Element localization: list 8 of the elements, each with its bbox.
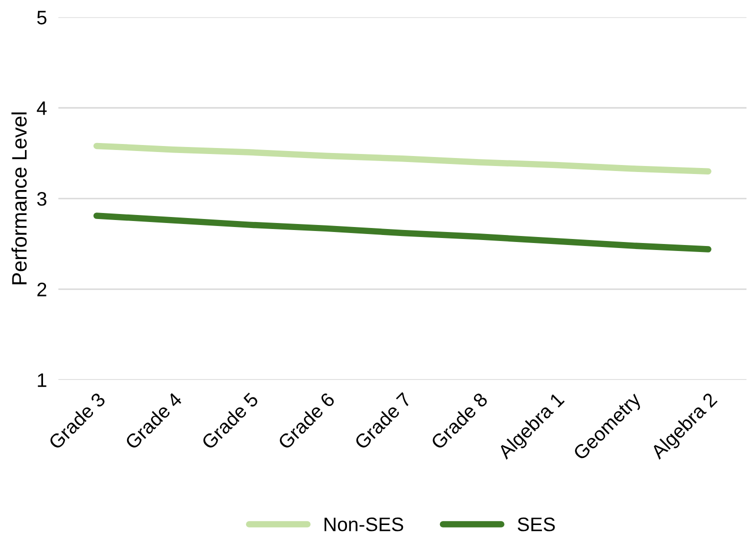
y-tick-label: 5 [37, 10, 46, 24]
y-tick-label: 1 [38, 373, 46, 387]
legend-label: Non-SES [324, 518, 404, 532]
legend-label: SES [518, 518, 555, 532]
y-tick-label: 4 [36, 102, 47, 115]
y-axis-title: Performance Level [11, 112, 27, 284]
y-tick-label: 3 [37, 192, 46, 206]
y-tick-label: 2 [37, 282, 46, 296]
